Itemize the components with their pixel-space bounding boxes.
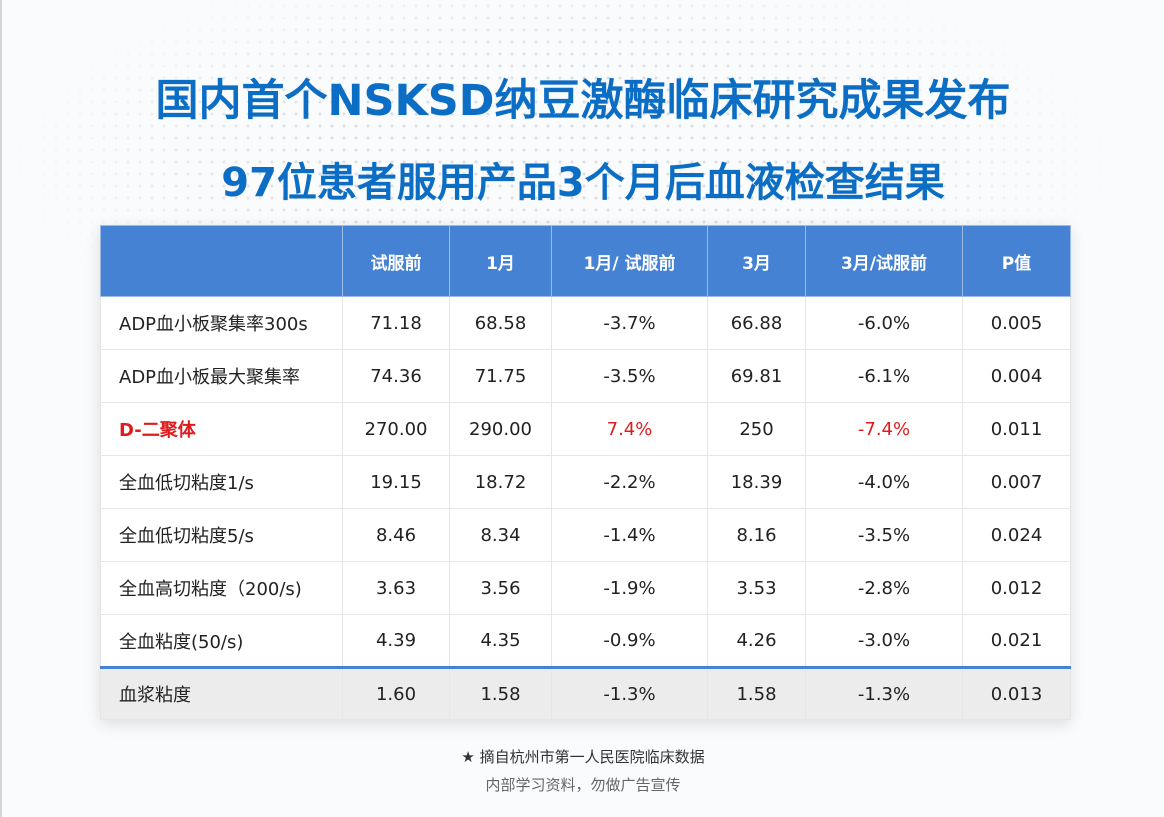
column-header-item [100, 225, 343, 297]
table-row: 全血低切粘度5/s 8.46 8.34 -1.4% 8.16 -3.5% 0.0… [100, 508, 1071, 562]
results-table-container: 试服前 1月 1月/ 试服前 3月 3月/试服前 P值 ADP血小板聚集率300… [100, 225, 1071, 720]
cell-month1-ratio: -2.2% [551, 455, 708, 509]
cell-month1: 4.35 [449, 614, 552, 668]
cell-month1-ratio: -1.4% [551, 508, 708, 562]
cell-month3-ratio: -2.8% [805, 561, 963, 615]
table-row-summary: 血浆粘度 1.60 1.58 -1.3% 1.58 -1.3% 0.013 [100, 666, 1071, 720]
disclaimer-note: 内部学习资料，勿做广告宣传 [485, 776, 681, 794]
table-header-row: 试服前 1月 1月/ 试服前 3月 3月/试服前 P值 [100, 225, 1071, 297]
page-title: 国内首个NSKSD纳豆激酶临床研究成果发布 [155, 76, 1011, 126]
cell-month1-ratio: -3.5% [551, 349, 708, 403]
column-header-month3-ratio: 3月/试服前 [805, 225, 963, 297]
cell-month1: 18.72 [449, 455, 552, 509]
cell-before: 74.36 [342, 349, 450, 403]
cell-month3: 66.88 [707, 296, 806, 350]
page-subtitle: 97位患者服用产品3个月后血液检查结果 [221, 160, 945, 206]
cell-month3: 1.58 [707, 666, 806, 720]
cell-before: 4.39 [342, 614, 450, 668]
cell-p-value: 0.012 [962, 561, 1071, 615]
cell-month3: 250 [707, 402, 806, 456]
cell-month1: 8.34 [449, 508, 552, 562]
column-header-before: 试服前 [342, 225, 450, 297]
column-header-month3: 3月 [707, 225, 806, 297]
cell-month1-ratio: 7.4% [551, 402, 708, 456]
cell-p-value: 0.004 [962, 349, 1071, 403]
column-header-month1-ratio: 1月/ 试服前 [551, 225, 708, 297]
cell-p-value: 0.005 [962, 296, 1071, 350]
cell-month3-ratio: -6.0% [805, 296, 963, 350]
cell-month3-ratio: -1.3% [805, 666, 963, 720]
row-label: 血浆粘度 [100, 666, 343, 720]
cell-month1-ratio: -3.7% [551, 296, 708, 350]
cell-p-value: 0.013 [962, 666, 1071, 720]
cell-month3: 4.26 [707, 614, 806, 668]
cell-month1: 290.00 [449, 402, 552, 456]
cell-month3-ratio: -3.5% [805, 508, 963, 562]
cell-month1: 3.56 [449, 561, 552, 615]
column-header-p-value: P值 [962, 225, 1071, 297]
table-row-highlighted: D-二聚体 270.00 290.00 7.4% 250 -7.4% 0.011 [100, 402, 1071, 456]
cell-month3-ratio: -7.4% [805, 402, 963, 456]
cell-before: 3.63 [342, 561, 450, 615]
table-row: 全血低切粘度1/s 19.15 18.72 -2.2% 18.39 -4.0% … [100, 455, 1071, 509]
table-row: 全血高切粘度（200/s) 3.63 3.56 -1.9% 3.53 -2.8%… [100, 561, 1071, 615]
row-label: 全血高切粘度（200/s) [100, 561, 343, 615]
row-label: ADP血小板聚集率300s [100, 296, 343, 350]
cell-month1: 68.58 [449, 296, 552, 350]
column-header-month1: 1月 [449, 225, 552, 297]
cell-p-value: 0.011 [962, 402, 1071, 456]
cell-month1-ratio: -1.9% [551, 561, 708, 615]
cell-month1-ratio: -1.3% [551, 666, 708, 720]
source-note: ★ 摘自杭州市第一人民医院临床数据 [461, 748, 705, 766]
cell-month3: 18.39 [707, 455, 806, 509]
cell-month1-ratio: -0.9% [551, 614, 708, 668]
row-label: 全血低切粘度1/s [100, 455, 343, 509]
cell-month3-ratio: -3.0% [805, 614, 963, 668]
row-label: 全血低切粘度5/s [100, 508, 343, 562]
cell-month1: 1.58 [449, 666, 552, 720]
cell-before: 8.46 [342, 508, 450, 562]
cell-month3-ratio: -4.0% [805, 455, 963, 509]
cell-before: 71.18 [342, 296, 450, 350]
cell-month1: 71.75 [449, 349, 552, 403]
row-label: 全血粘度(50/s) [100, 614, 343, 668]
cell-month3: 69.81 [707, 349, 806, 403]
cell-before: 19.15 [342, 455, 450, 509]
table-row: 全血粘度(50/s) 4.39 4.35 -0.9% 4.26 -3.0% 0.… [100, 614, 1071, 668]
table-row: ADP血小板最大聚集率 74.36 71.75 -3.5% 69.81 -6.1… [100, 349, 1071, 403]
cell-month3-ratio: -6.1% [805, 349, 963, 403]
row-label: D-二聚体 [100, 402, 343, 456]
cell-month3: 3.53 [707, 561, 806, 615]
table-row: ADP血小板聚集率300s 71.18 68.58 -3.7% 66.88 -6… [100, 296, 1071, 350]
cell-month3: 8.16 [707, 508, 806, 562]
row-label: ADP血小板最大聚集率 [100, 349, 343, 403]
cell-p-value: 0.021 [962, 614, 1071, 668]
cell-before: 270.00 [342, 402, 450, 456]
cell-p-value: 0.024 [962, 508, 1071, 562]
cell-before: 1.60 [342, 666, 450, 720]
results-table: 试服前 1月 1月/ 试服前 3月 3月/试服前 P值 ADP血小板聚集率300… [100, 225, 1071, 720]
cell-p-value: 0.007 [962, 455, 1071, 509]
